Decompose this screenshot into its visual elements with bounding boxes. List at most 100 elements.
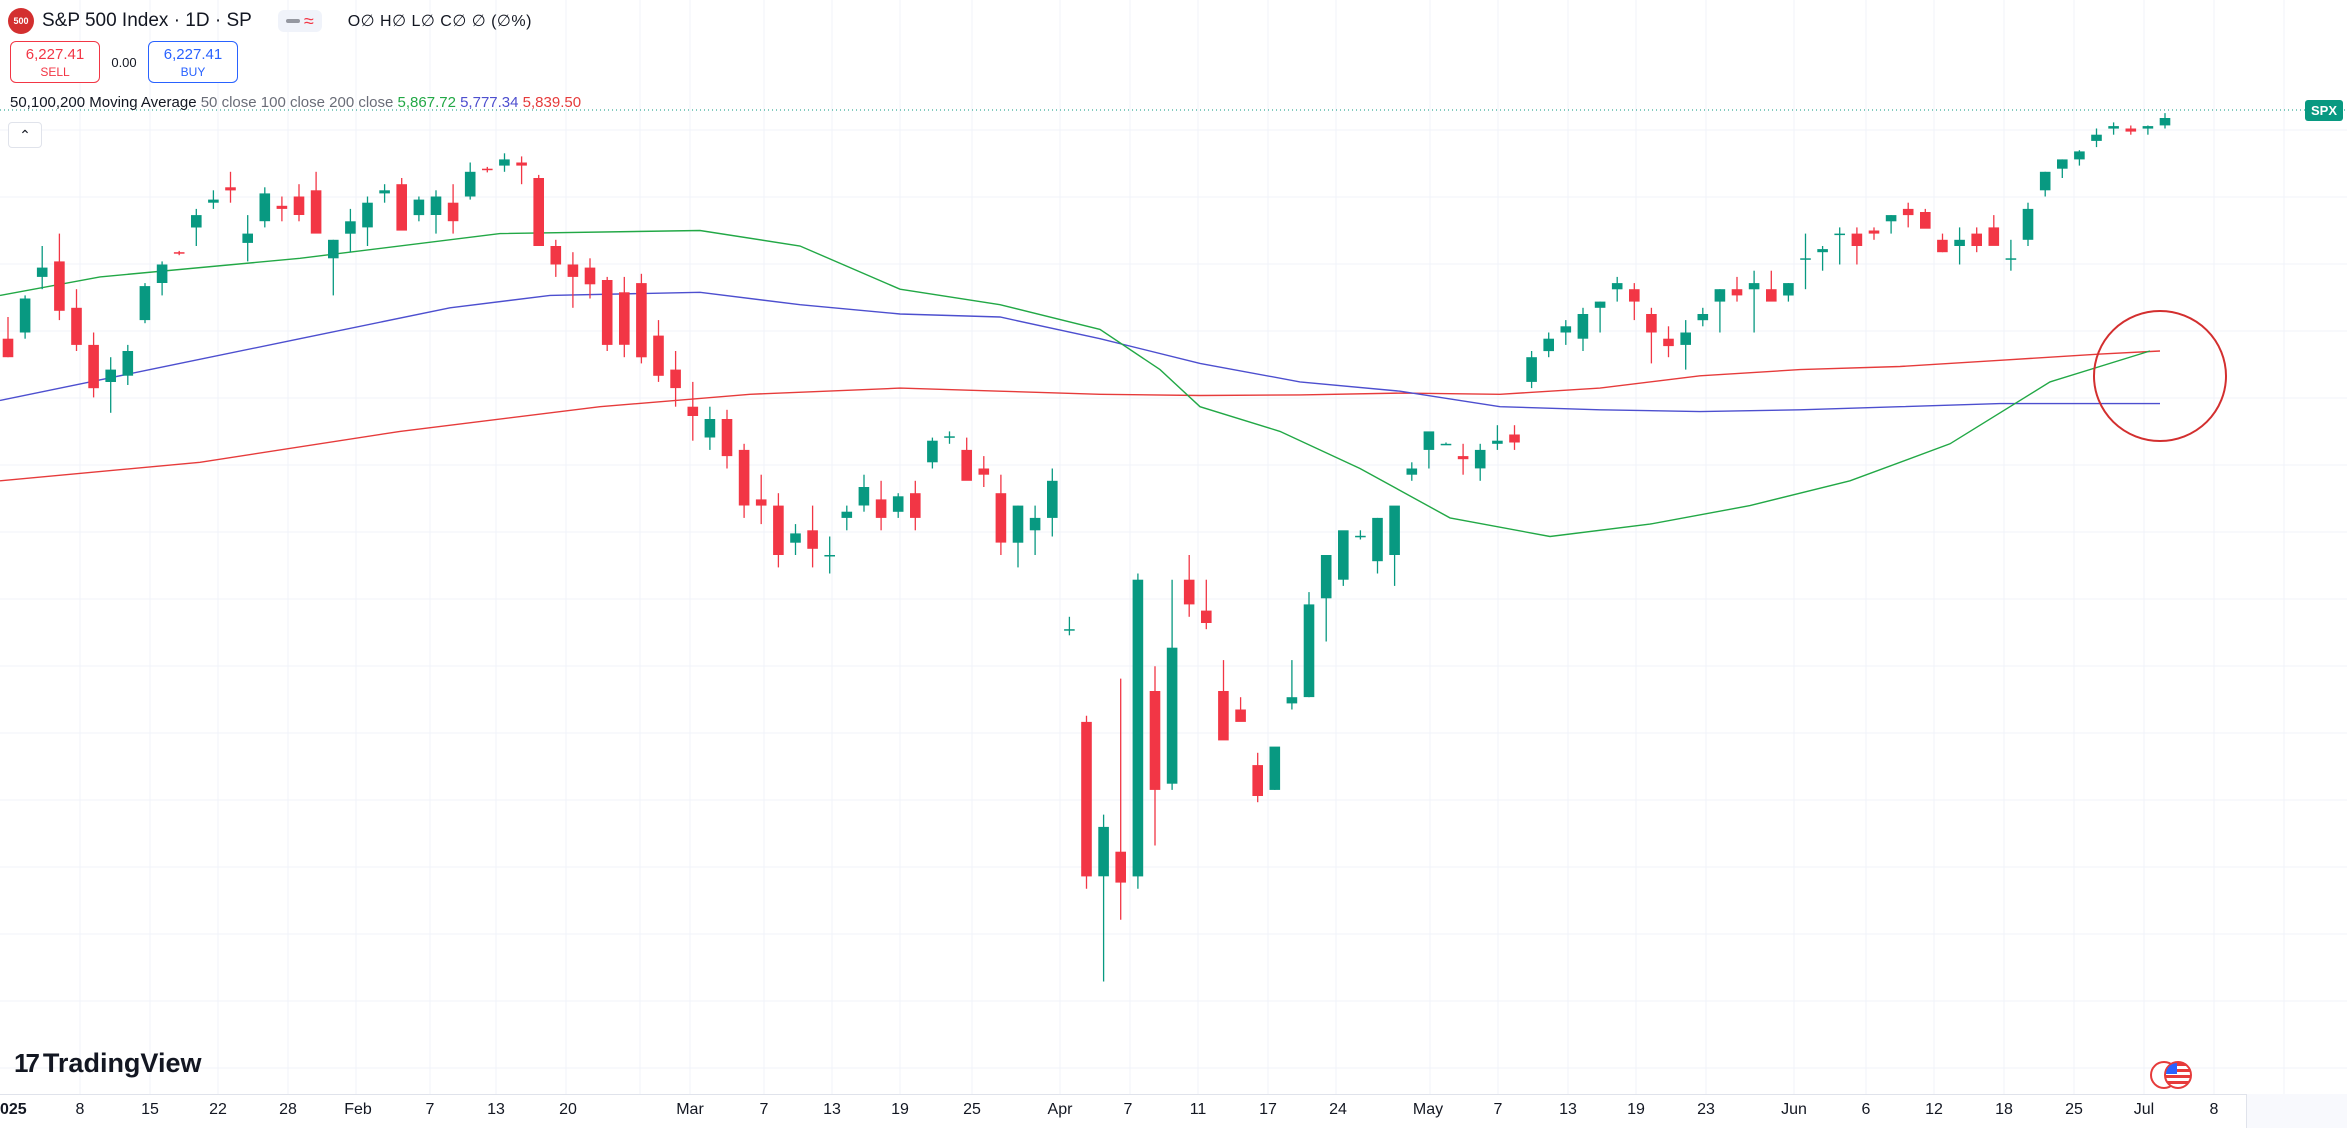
candle-body[interactable] [944,436,955,438]
candle-body[interactable] [1902,208,1914,216]
candle-body[interactable] [1920,212,1931,229]
candle-body[interactable] [191,215,202,228]
candle-body[interactable] [1132,579,1144,877]
candle-body[interactable] [738,449,750,506]
candle-body[interactable] [1783,283,1794,296]
candle-body[interactable] [516,162,527,166]
candle-body[interactable] [105,369,116,382]
price-chart[interactable] [0,0,2347,1094]
candle-body[interactable] [1492,440,1503,444]
candle-body[interactable] [2108,126,2119,129]
candle-body[interactable] [2125,128,2137,132]
candle-body[interactable] [1115,851,1126,883]
candle-body[interactable] [88,344,99,389]
candle-body[interactable] [1406,468,1418,475]
candle-body[interactable] [2091,134,2102,141]
candle-body[interactable] [328,239,339,259]
candle-body[interactable] [1800,258,1811,260]
candle-body[interactable] [1834,233,1845,236]
candle-body[interactable] [19,298,31,333]
candle-body[interactable] [1303,604,1315,698]
candle-body[interactable] [2005,258,2017,260]
candle-body[interactable] [704,419,716,438]
candle-body[interactable] [1731,289,1743,296]
candle-body[interactable] [1166,647,1178,784]
candle-body[interactable] [225,187,236,191]
candle-body[interactable] [1098,826,1109,877]
candle-body[interactable] [601,280,613,345]
buy-button[interactable]: 6,227.41 BUY [148,41,238,83]
candle-body[interactable] [824,555,835,557]
candle-body[interactable] [173,252,185,254]
candle-body[interactable] [790,533,801,543]
candle-body[interactable] [755,499,767,506]
candle-body[interactable] [482,168,493,171]
candle-body[interactable] [1012,505,1024,543]
candle-body[interactable] [447,202,459,222]
candle-body[interactable] [1252,765,1263,796]
candle-body[interactable] [1509,434,1520,443]
candle-body[interactable] [550,246,562,265]
candle-body[interactable] [1663,338,1674,347]
candle-body[interactable] [1389,505,1400,555]
candle-body[interactable] [653,335,664,376]
candle-body[interactable] [1885,215,1897,222]
candle-body[interactable] [379,190,390,194]
candle-body[interactable] [995,493,1007,543]
candle-body[interactable] [1286,697,1298,704]
candle-body[interactable] [1457,456,1469,460]
candle-body[interactable] [345,221,356,234]
candle-body[interactable] [1235,709,1246,722]
candle-body[interactable] [208,199,219,203]
candle-body[interactable] [71,307,82,345]
candle-body[interactable] [533,178,544,246]
economic-events-icon[interactable] [2150,1058,2196,1089]
candle-body[interactable] [1423,431,1435,450]
candle-body[interactable] [1526,357,1537,382]
candle-body[interactable] [2142,126,2154,129]
candle-body[interactable] [1766,289,1777,302]
candle-body[interactable] [1269,746,1281,790]
candle-body[interactable] [841,511,853,518]
candle-body[interactable] [396,184,407,231]
candle-body[interactable] [1355,535,1366,538]
candle-body[interactable] [1851,233,1863,246]
candle-body[interactable] [156,264,168,284]
candle-body[interactable] [36,267,48,277]
candle-body[interactable] [1988,227,2000,246]
candle-body[interactable] [721,419,733,457]
candle-body[interactable] [567,264,579,277]
candle-body[interactable] [122,351,134,376]
candle-body[interactable] [2074,151,2085,160]
candle-body[interactable] [584,267,596,285]
candle-body[interactable] [910,493,921,518]
market-status-pill[interactable]: ≈ [277,10,322,32]
candle-body[interactable] [1338,530,1349,580]
candle-body[interactable] [1680,332,1691,345]
candle-body[interactable] [619,292,630,345]
candle-body[interactable] [1372,517,1383,562]
candle-body[interactable] [927,440,938,463]
candle-body[interactable] [276,205,288,209]
candle-body[interactable] [892,496,904,512]
candle-body[interactable] [1697,314,1709,321]
candle-body[interactable] [362,202,373,228]
candle-body[interactable] [1149,691,1161,790]
candle-body[interactable] [687,406,699,416]
candle-body[interactable] [1577,314,1589,339]
candle-body[interactable] [139,286,151,321]
candle-body[interactable] [1029,517,1041,531]
candle-body[interactable] [1817,249,1828,253]
candle-body[interactable] [1560,326,1572,333]
candle-body[interactable] [1937,239,1948,253]
candle-body[interactable] [858,487,870,506]
candle-body[interactable] [2057,159,2068,169]
candle-body[interactable] [978,468,990,475]
candle-body[interactable] [670,369,681,389]
candle-body[interactable] [1748,283,1760,290]
candle-body[interactable] [1440,443,1452,446]
candle-body[interactable] [259,193,271,222]
candle-body[interactable] [1868,230,1880,234]
candle-body[interactable] [636,283,647,358]
candle-body[interactable] [1954,239,1965,246]
